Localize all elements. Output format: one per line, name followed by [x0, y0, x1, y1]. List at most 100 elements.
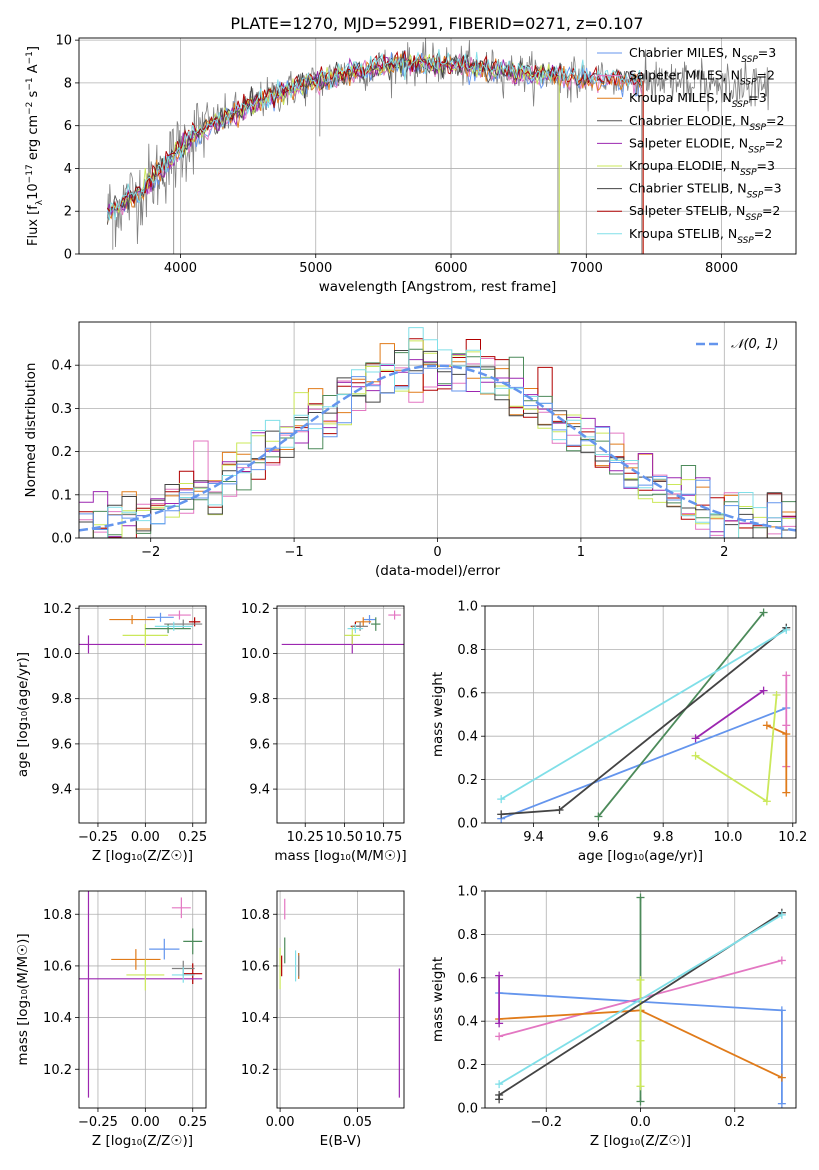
y-tick-label: 6	[64, 119, 72, 134]
y-tick-label: 0.3	[51, 402, 72, 417]
y-tick-label: 10.4	[43, 1011, 72, 1026]
legend-sub: SSP	[732, 100, 749, 110]
legend-entry: Salpeter STELIB, NSSP=2	[629, 203, 780, 223]
y-tick-label: 0.0	[457, 1102, 478, 1117]
legend-text: Chabrier STELIB, N	[629, 181, 747, 196]
y-tick-label: 9.8	[249, 692, 270, 707]
y-tick-label: 0.0	[51, 532, 72, 547]
axes-frame	[484, 890, 797, 1109]
legend-entry: Chabrier MILES, NSSP=3	[629, 45, 776, 65]
y-tick-label: 4	[64, 162, 72, 177]
x-tick-label: 0.00	[131, 1115, 160, 1130]
y-tick-label: 10.8	[43, 908, 72, 923]
legend-sub: SSP	[745, 213, 762, 223]
x-tick-label: 0	[433, 545, 441, 560]
legend-sub: SSP	[747, 191, 764, 201]
axes-frame	[78, 321, 797, 539]
gaussian-curve	[79, 364, 796, 532]
age-vs-Z-y-axis-label: age [log₁₀(age/yr)]	[15, 652, 31, 777]
figure-title: PLATE=1270, MJD=52991, FIBERID=0271, z=0…	[230, 14, 643, 33]
y-tick-label: 1.0	[457, 600, 478, 615]
x-tick-label: 9.8	[653, 830, 674, 845]
x-tick-label: 0.25	[178, 830, 207, 845]
y-label-part: A	[26, 64, 41, 77]
age-vs-mass-axes: 10.25 10.50 10.75 9.4 9.6 9.8 10.0 10.2	[241, 602, 404, 845]
x-tick-label: 1	[577, 545, 585, 560]
y-tick-label: 0.8	[457, 928, 478, 943]
legend-text: Kroupa ELODIE, N	[629, 158, 740, 173]
legend-entry: Chabrier ELODIE, NSSP=2	[629, 113, 784, 133]
model-spectrum-line	[106, 49, 642, 221]
mass-weight-line	[500, 629, 787, 800]
axes-frame	[484, 605, 797, 824]
x-tick-label: 10.50	[326, 830, 363, 845]
y-label-part: 10	[26, 183, 41, 200]
x-tick-label: 10.2	[778, 830, 807, 845]
x-tick-label: −0.25	[78, 830, 118, 845]
massweight-vs-age-y-axis-label: mass weight	[430, 672, 446, 757]
y-tick-label: 0.4	[51, 359, 72, 374]
y-tick-label: 0.4	[457, 730, 478, 745]
y-label-part: −17	[25, 164, 35, 183]
axes-frame	[78, 890, 207, 1109]
mass-weight-line	[500, 707, 787, 820]
residuals-plot-area	[79, 327, 796, 538]
legend-text: Kroupa MILES, N	[629, 90, 732, 105]
mass-weight-line	[766, 724, 788, 793]
mass-weight-line	[498, 914, 783, 1085]
y-tick-label: 10.0	[241, 647, 270, 662]
x-tick-label: 0.2	[724, 1115, 745, 1130]
massweight-vs-age-plot-area	[497, 608, 791, 823]
y-tick-label: 10.0	[43, 647, 72, 662]
y-tick-label: 1.0	[457, 885, 478, 900]
y-tick-label: 9.4	[51, 783, 72, 798]
y-tick-label: 10	[55, 34, 72, 49]
mass-vs-ebv-x-axis-label: E(B-V)	[320, 1133, 362, 1149]
model-spectrum-line	[107, 50, 642, 212]
legend-entry: Kroupa STELIB, NSSP=2	[629, 226, 772, 246]
spectrum-data-line	[107, 38, 770, 248]
y-tick-label: 9.6	[249, 737, 270, 752]
spectrum-y-axis-label: Flux [fλ10−17 erg cm−2 s−1 A−1]	[25, 46, 45, 246]
x-tick-label: −2	[141, 545, 160, 560]
x-tick-label: 9.4	[523, 830, 544, 845]
y-tick-label: 2	[64, 205, 72, 220]
x-tick-label: 0.05	[343, 1115, 372, 1130]
mass-vs-Z-axes: −0.25 0.00 0.25 10.2 10.4 10.6 10.8	[43, 891, 207, 1130]
x-tick-label: 0.00	[131, 830, 160, 845]
massweight-vs-Z-axes: −0.2 0.0 0.2 0.0 0.2 0.4 0.6 0.8 1.0	[457, 885, 796, 1130]
y-tick-label: 10.2	[43, 1063, 72, 1078]
y-tick-label: 10.2	[241, 1063, 270, 1078]
massweight-vs-Z-y-axis-label: mass weight	[430, 957, 446, 1042]
y-label-part: ]	[26, 46, 41, 51]
legend-text: =3	[748, 90, 766, 105]
legend-text: =2	[757, 68, 775, 83]
mass-vs-Z-plot-area	[79, 891, 203, 1098]
y-tick-label: 8	[64, 76, 72, 91]
massweight-vs-age-axes: 9.4 9.6 9.8 10.0 10.2 0.0 0.2 0.4 0.6 0.8 1.0	[457, 600, 807, 846]
y-tick-label: 9.6	[51, 737, 72, 752]
legend-sub: SSP	[740, 78, 757, 88]
y-tick-label: 0.6	[457, 971, 478, 986]
residuals-axes: −2 −1 0 1 2 0.0 0.1 0.2 0.3 0.4	[51, 322, 796, 560]
legend-entry: Chabrier STELIB, NSSP=3	[629, 181, 782, 201]
mass-vs-ebv-plot-area	[279, 898, 400, 1098]
y-tick-label: 0.8	[457, 643, 478, 658]
legend-text: Chabrier ELODIE, N	[629, 113, 749, 128]
y-tick-label: 0.2	[457, 773, 478, 788]
mass-vs-ebv-axes: 0.00 0.05 10.2 10.4 10.6 10.8	[241, 891, 404, 1130]
legend-text: Kroupa STELIB, N	[629, 226, 737, 241]
y-label-part: erg cm	[26, 115, 41, 164]
legend-text: =3	[758, 45, 776, 60]
massweight-vs-Z-plot-area	[495, 893, 786, 1108]
x-tick-label: 7000	[570, 261, 603, 276]
legend-entry: Kroupa ELODIE, NSSP=3	[629, 158, 775, 178]
y-tick-label: 10.6	[43, 959, 72, 974]
residual-histogram	[79, 354, 796, 538]
massweight-vs-Z-x-axis-label: Z [log₁₀(Z/Z☉)]	[590, 1133, 691, 1149]
y-tick-label: 10.8	[241, 908, 270, 923]
y-tick-label: 9.8	[51, 692, 72, 707]
x-tick-label: 0.00	[266, 1115, 295, 1130]
x-tick-label: 4000	[164, 261, 197, 276]
